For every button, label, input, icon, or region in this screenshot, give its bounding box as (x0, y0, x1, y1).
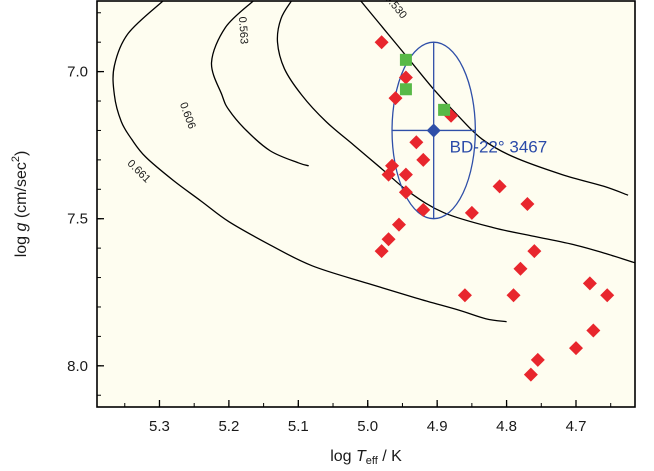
target-star-label: BD-22° 3467 (450, 137, 548, 156)
contour-line-2 (210, 1, 309, 167)
diamond-point (527, 244, 542, 259)
diamond-point (391, 217, 406, 232)
diamond-point (582, 276, 597, 291)
x-axis-title: log Teff / K (330, 448, 402, 467)
x-axis: 5.3 5.2 5.1 5.0 4.9 4.8 4.7 (124, 400, 612, 435)
diamond-point (398, 167, 413, 182)
target-star-group: BD-22° 3467 (391, 41, 548, 220)
y-axis-prefix: log (13, 232, 30, 258)
x-axis-subscript: eff (366, 455, 379, 467)
x-axis-symbol: T (356, 448, 367, 465)
diamond-point (416, 202, 431, 217)
y-axis-symbol: g (13, 223, 30, 232)
diamond-point (600, 288, 615, 303)
diamond-point (464, 205, 479, 220)
x-tick-label: 4.9 (427, 418, 448, 435)
diamond-point (568, 341, 583, 356)
y-tick-label: 8.0 (67, 358, 88, 375)
x-tick-label: 4.7 (566, 418, 587, 435)
y-tick-label: 7.5 (67, 211, 88, 228)
y-axis: 7.0 7.5 8.0 (67, 12, 104, 396)
diamond-point (374, 244, 389, 259)
x-tick-label: 5.0 (357, 418, 378, 435)
plot-area (97, 1, 635, 407)
diamond-point (523, 367, 538, 382)
diamond-point (374, 35, 389, 50)
diamond-point (388, 91, 403, 106)
y-axis-title: log g (cm/sec2) (10, 151, 30, 258)
square-point (399, 83, 412, 96)
diamond-point (381, 232, 396, 247)
x-tick-label: 5.1 (288, 418, 309, 435)
y-axis-suffix: (cm/sec (13, 162, 30, 222)
diamond-point (586, 323, 601, 338)
contour-line-0 (360, 1, 629, 196)
diamond-point (513, 261, 528, 276)
y-axis-close: ) (13, 151, 30, 156)
diamond-point (492, 179, 507, 194)
diamond-point (409, 135, 424, 150)
x-tick-label: 4.8 (496, 418, 517, 435)
plot-frame (96, 0, 636, 408)
square-point (438, 103, 451, 116)
diamond-point (506, 288, 521, 303)
diamond-point (457, 288, 472, 303)
contour-line-3 (112, 1, 507, 323)
diamond-point (398, 70, 413, 85)
data-points (374, 35, 615, 382)
x-tick-label: 5.3 (149, 418, 170, 435)
y-tick-label: 7.0 (67, 64, 88, 81)
diamond-point (398, 185, 413, 200)
x-axis-suffix: / K (378, 448, 402, 465)
diamond-point (520, 197, 535, 211)
contour-line-1 (276, 1, 635, 264)
y-axis-superscript: 2 (10, 156, 22, 162)
contour-lines (112, 1, 635, 323)
diamond-point (416, 152, 431, 167)
x-tick-label: 5.2 (218, 418, 239, 435)
diamond-point (530, 352, 545, 367)
target-star-point (426, 123, 441, 138)
square-point (399, 53, 412, 66)
contour-label-1: 0.563 (236, 16, 250, 44)
x-axis-prefix: log (330, 448, 356, 465)
diamond-point (381, 167, 396, 182)
